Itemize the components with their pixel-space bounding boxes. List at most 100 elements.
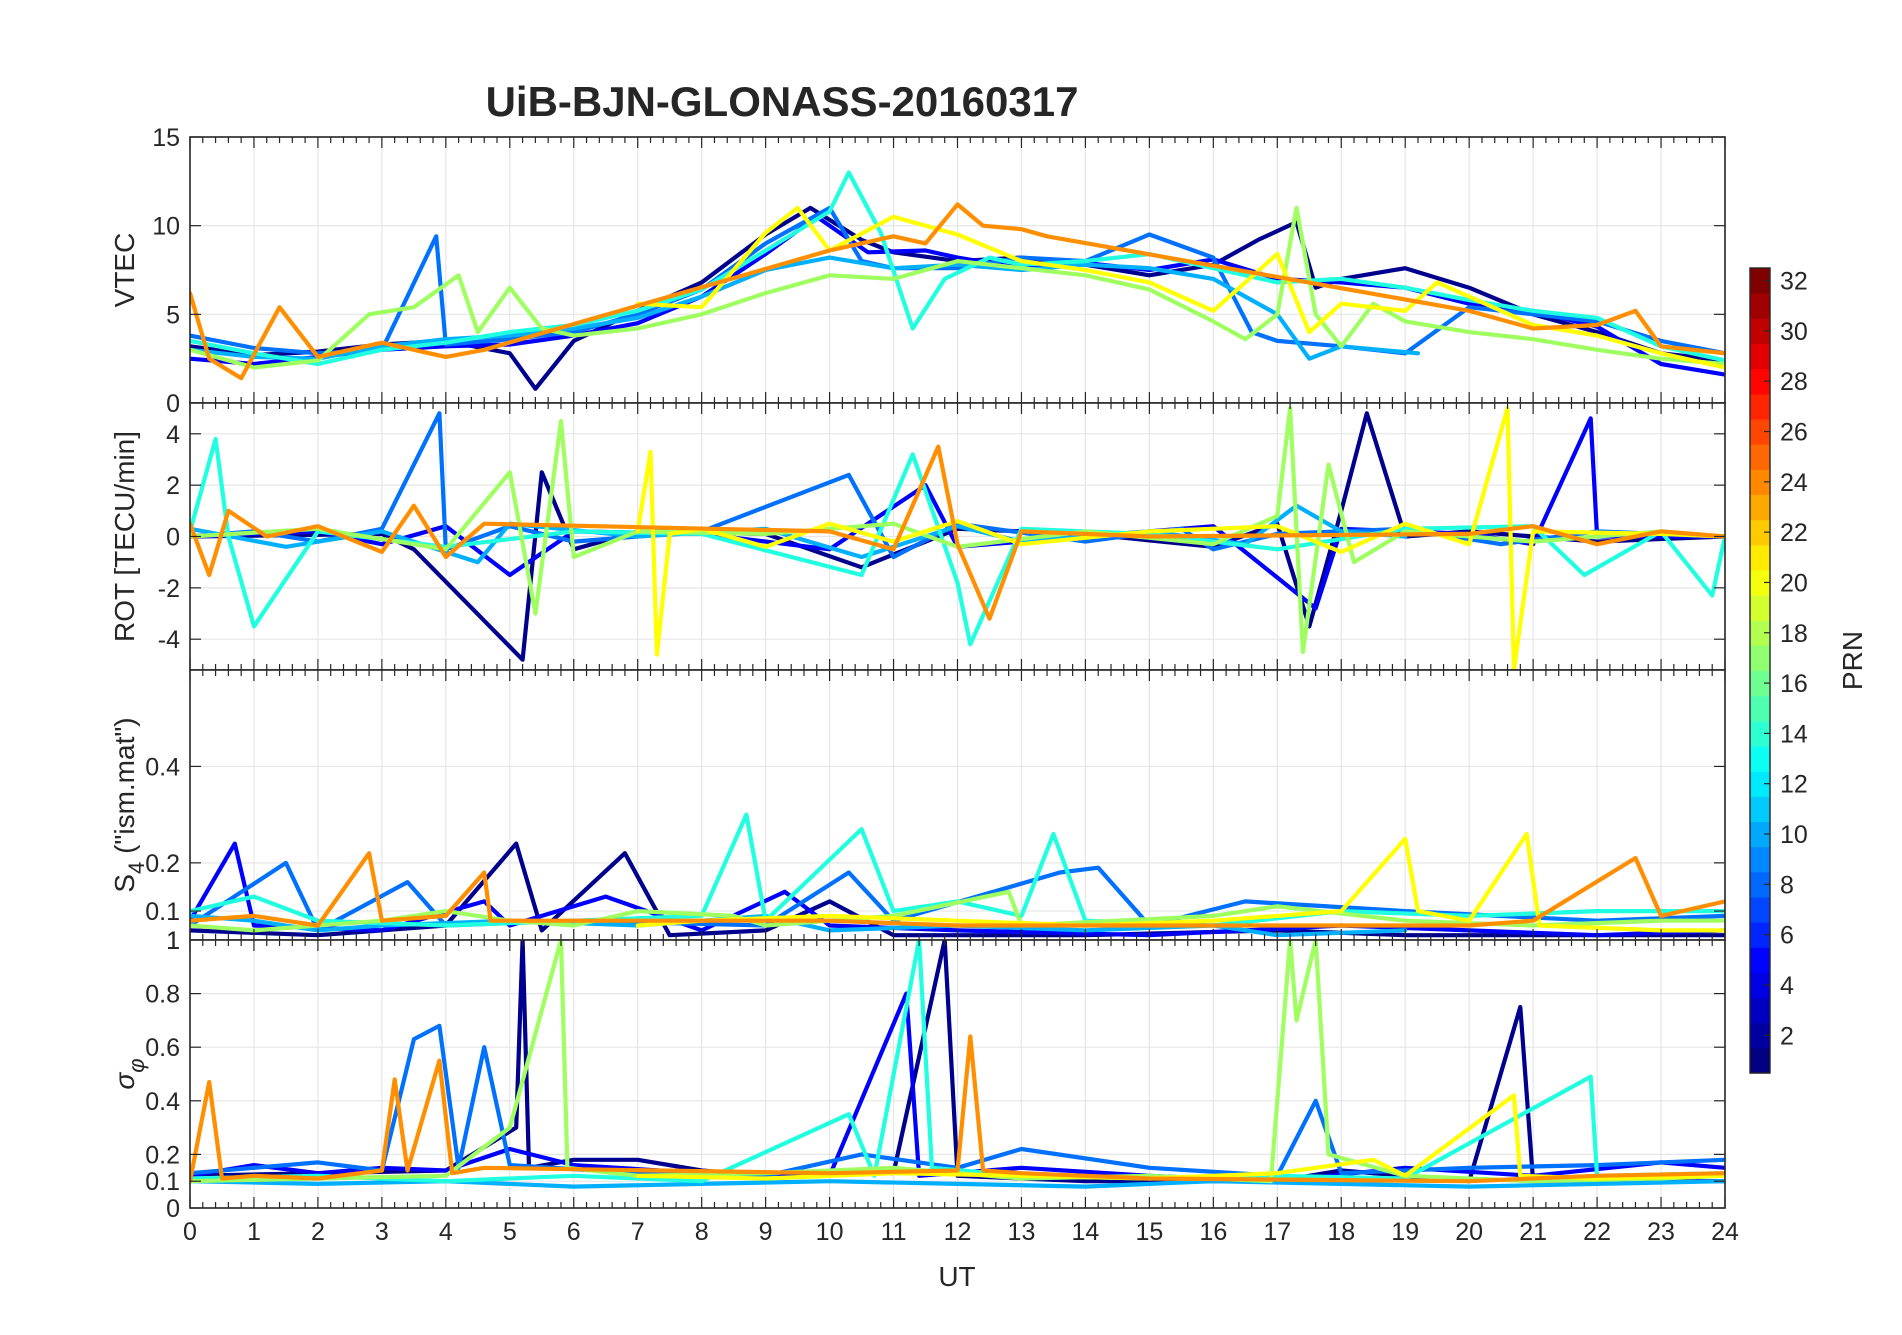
x-tick-label: 14: [1072, 1218, 1100, 1246]
y-axis-label-s4: S4 ("ism.mat"): [109, 717, 149, 892]
series-line-s4-prn9: [190, 860, 1725, 933]
colorbar-tick-label: 26: [1780, 419, 1808, 447]
series-line-vtec-prn23: [190, 202, 1725, 381]
colorbar-swatch: [1750, 972, 1770, 999]
colorbar-swatch: [1750, 846, 1770, 873]
colorbar-swatch: [1750, 444, 1770, 470]
colorbar-tick-label: 32: [1780, 268, 1808, 296]
x-tick-label: 21: [1519, 1218, 1547, 1246]
series-line-vtec-prn11: [190, 255, 1421, 361]
colorbar-swatch: [1750, 922, 1770, 948]
colorbar-swatch: [1750, 569, 1770, 596]
series-line-sigma-prn23: [190, 1034, 1725, 1184]
y-tick-label: 0.2: [145, 850, 180, 878]
y-axis-label-rot: ROT [TECU/min]: [109, 431, 140, 642]
series-line-s4-prn23: [190, 851, 1725, 928]
colorbar-tick-label: 2: [1780, 1022, 1794, 1050]
series-group-vtec: [190, 170, 1725, 391]
colorbar-swatch: [1750, 544, 1770, 571]
colorbar-border: [1749, 267, 1771, 1074]
x-tick-label: 0: [183, 1218, 197, 1246]
y-tick-label: 0.4: [145, 1088, 180, 1116]
colorbar-swatch: [1750, 771, 1770, 797]
colorbar-swatch: [1750, 821, 1770, 848]
colorbar-swatch: [1750, 947, 1770, 973]
colorbar-swatch: [1750, 318, 1770, 345]
x-tick-label: 3: [375, 1218, 389, 1246]
panel-s4: 0.1 0.2 0.4 1 S4 ("ism.mat"): [109, 669, 1726, 955]
y-tick-label: 0.1: [145, 898, 180, 926]
colorbar-swatch: [1750, 268, 1770, 294]
x-tick-label: 19: [1391, 1218, 1419, 1246]
series-line-rot-prn9: [190, 411, 1725, 560]
x-tick-label: 15: [1135, 1218, 1163, 1246]
y-label-sub: 4: [124, 862, 149, 874]
colorbar-tick-label: 22: [1780, 519, 1808, 547]
colorbar-tick-label: 8: [1780, 871, 1794, 899]
x-tick-label: 24: [1711, 1218, 1739, 1246]
colorbar-swatch: [1750, 494, 1770, 521]
x-axis-label: UT: [938, 1261, 975, 1292]
panel-sigma: 00.10.2 0.4 0.6 0.8 1 σφ: [109, 927, 1726, 1223]
y-tick-label: 2: [166, 472, 180, 500]
series-line-rot-prn23: [190, 444, 1725, 621]
y-tick-label-top: 1: [166, 927, 180, 955]
x-tick-label: 10: [816, 1218, 844, 1246]
y-tick-label: 5: [166, 301, 180, 329]
colorbar-swatch: [1750, 393, 1770, 420]
series-line-sigma-prn13: [190, 940, 1725, 1184]
series-line-sigma-prn9: [190, 1023, 1725, 1178]
y-tick-label: 0.1: [145, 1168, 180, 1196]
series-line-vtec-prn20: [635, 205, 1725, 370]
x-tick-label: 11: [881, 1218, 907, 1246]
x-tick-label: 22: [1583, 1218, 1611, 1246]
colorbar-swatch: [1750, 896, 1770, 923]
colorbar-tick-label: 10: [1780, 821, 1808, 849]
colorbar-tick-label: 6: [1780, 922, 1794, 950]
y-tick-label: 10: [152, 213, 180, 241]
colorbar-swatch: [1750, 620, 1770, 646]
colorbar-swatch: [1750, 469, 1770, 496]
colorbar-swatch: [1750, 997, 1770, 1024]
colorbar-swatch: [1750, 343, 1770, 370]
series-group-sigma: [190, 940, 1725, 1189]
series-line-rot-prn13: [190, 436, 1725, 647]
colorbar-tick-label: 14: [1780, 720, 1808, 748]
y-tick-label: 15: [152, 124, 180, 152]
colorbar-swatch: [1750, 1047, 1770, 1074]
x-tick-label: 13: [1008, 1218, 1036, 1246]
x-tick-label: 7: [631, 1218, 645, 1246]
panel-vtec: 0 5 10 15 VTEC: [109, 124, 1726, 418]
colorbar-tick-label: 12: [1780, 771, 1808, 799]
x-tick-label: 2: [311, 1218, 325, 1246]
colorbar-swatch: [1750, 418, 1770, 445]
y-tick-label: 0.6: [145, 1034, 180, 1062]
series-line-rot-prn20: [635, 406, 1725, 670]
x-tick-label: 17: [1263, 1218, 1291, 1246]
x-tick-label: 20: [1455, 1218, 1483, 1246]
minor-ticks-rot: [189, 403, 1726, 670]
y-tick-label: 0: [166, 1195, 180, 1223]
y-label-main: σ: [109, 1072, 140, 1090]
y-tick-label: 0: [166, 524, 180, 552]
y-label-sub: φ: [124, 1058, 149, 1072]
minor-ticks-s4: [189, 670, 1726, 940]
y-tick-label: 0.4: [145, 753, 180, 781]
x-tick-label: 4: [439, 1218, 453, 1246]
x-tick-label: 5: [503, 1218, 517, 1246]
colorbar-tick-label: 28: [1780, 368, 1808, 396]
colorbar-swatch: [1750, 1022, 1770, 1049]
colorbar-swatch: [1750, 595, 1770, 621]
y-label-tail: ("ism.mat"): [109, 717, 140, 861]
x-tick-label: 12: [944, 1218, 972, 1246]
colorbar-tick-label: 20: [1780, 569, 1808, 597]
series-line-vtec-prn17: [190, 205, 1725, 370]
colorbar-swatch: [1750, 695, 1770, 722]
colorbar-tick-label: 18: [1780, 620, 1808, 648]
y-label-main: S: [109, 874, 140, 893]
y-tick-label: 0.8: [145, 981, 180, 1009]
y-tick-label: 1: [166, 927, 180, 955]
x-tick-label: 18: [1327, 1218, 1355, 1246]
colorbar-swatch: [1750, 670, 1770, 697]
